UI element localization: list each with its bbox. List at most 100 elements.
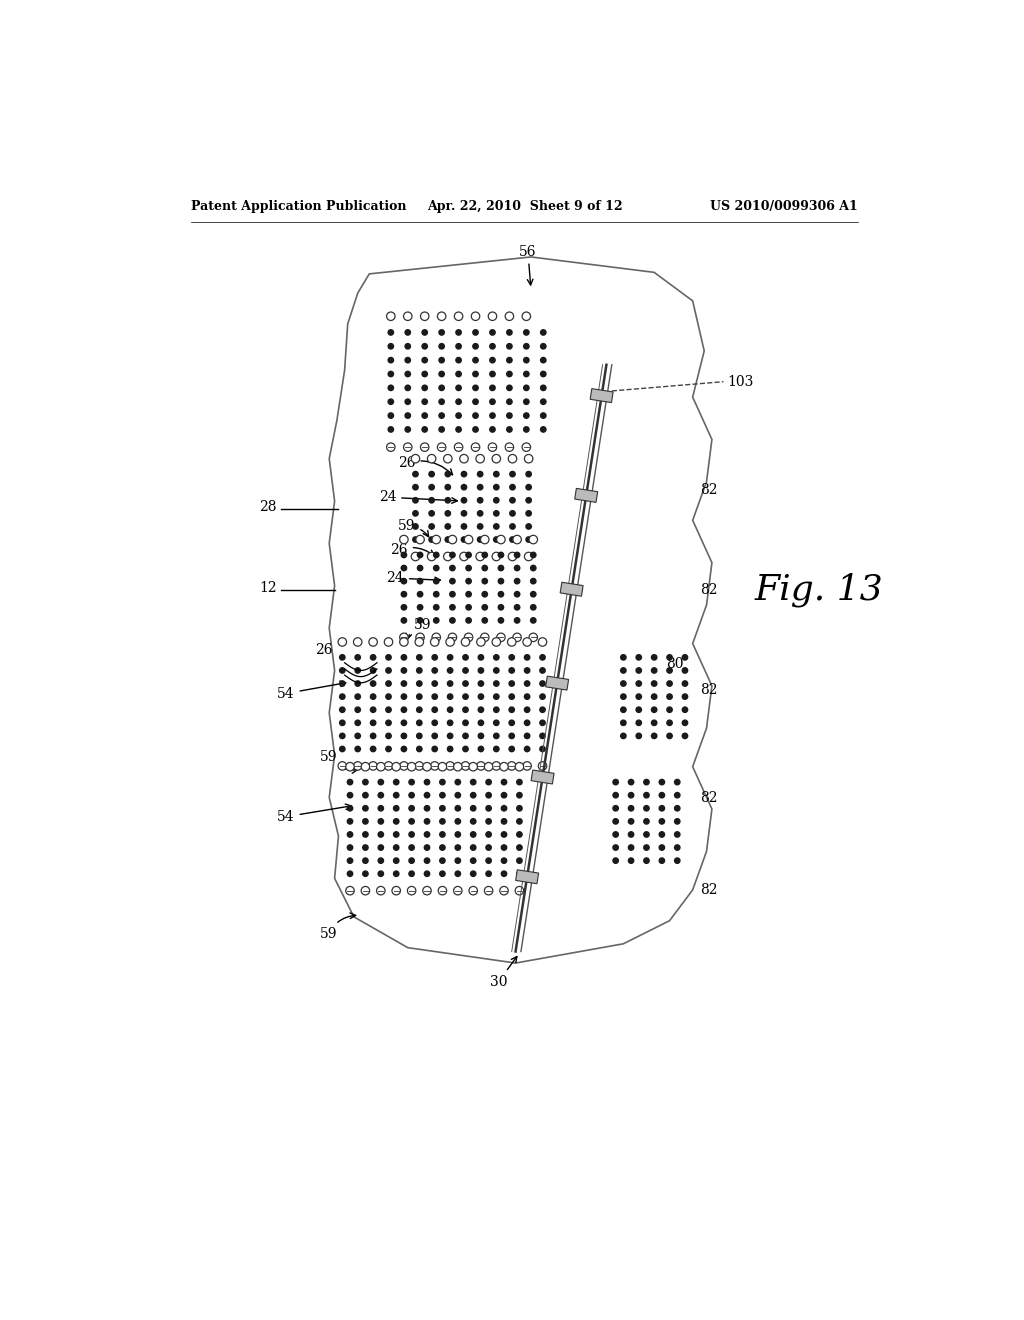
Circle shape (494, 668, 499, 673)
Circle shape (386, 746, 391, 751)
Circle shape (524, 454, 532, 463)
Circle shape (675, 792, 680, 797)
Circle shape (659, 805, 665, 810)
Circle shape (477, 511, 483, 516)
Circle shape (361, 763, 370, 771)
Circle shape (675, 832, 680, 837)
Circle shape (393, 818, 399, 824)
Circle shape (489, 358, 496, 363)
Circle shape (422, 399, 427, 404)
Circle shape (529, 634, 538, 642)
Circle shape (340, 655, 345, 660)
Circle shape (401, 681, 407, 686)
Circle shape (526, 484, 531, 490)
Circle shape (371, 746, 376, 751)
Circle shape (514, 578, 520, 583)
Circle shape (524, 655, 529, 660)
Circle shape (486, 832, 492, 837)
Circle shape (494, 484, 499, 490)
Circle shape (478, 708, 483, 713)
Circle shape (347, 779, 352, 785)
Circle shape (524, 721, 529, 726)
Circle shape (353, 638, 361, 647)
Circle shape (682, 668, 688, 673)
Text: US 2010/0099306 A1: US 2010/0099306 A1 (711, 199, 858, 213)
Circle shape (523, 371, 529, 376)
Circle shape (340, 694, 345, 700)
Circle shape (477, 471, 483, 477)
Circle shape (494, 708, 499, 713)
Circle shape (413, 537, 418, 543)
Circle shape (424, 871, 430, 876)
Circle shape (463, 708, 468, 713)
Circle shape (371, 655, 376, 660)
Circle shape (651, 733, 656, 739)
Circle shape (629, 858, 634, 863)
Circle shape (347, 871, 352, 876)
Circle shape (471, 444, 480, 451)
Circle shape (508, 638, 516, 647)
Circle shape (455, 312, 463, 321)
Circle shape (418, 605, 423, 610)
Circle shape (355, 721, 360, 726)
Circle shape (466, 605, 471, 610)
Circle shape (378, 779, 384, 785)
Circle shape (369, 638, 378, 647)
Circle shape (399, 762, 409, 770)
Circle shape (473, 371, 478, 376)
Circle shape (355, 733, 360, 739)
Circle shape (494, 681, 499, 686)
Circle shape (477, 498, 483, 503)
Circle shape (447, 668, 453, 673)
Circle shape (510, 484, 515, 490)
Circle shape (526, 471, 531, 477)
Circle shape (470, 858, 476, 863)
Circle shape (347, 858, 352, 863)
Circle shape (477, 762, 485, 770)
Circle shape (422, 413, 427, 418)
Circle shape (455, 792, 461, 797)
Circle shape (486, 805, 492, 810)
Circle shape (439, 779, 445, 785)
Circle shape (651, 655, 656, 660)
Circle shape (340, 746, 345, 751)
Circle shape (418, 565, 423, 570)
Circle shape (473, 330, 478, 335)
Circle shape (675, 805, 680, 810)
Circle shape (403, 444, 412, 451)
Circle shape (659, 845, 665, 850)
Circle shape (340, 708, 345, 713)
Circle shape (429, 498, 434, 503)
Circle shape (456, 413, 461, 418)
Circle shape (447, 708, 453, 713)
Circle shape (362, 832, 368, 837)
Circle shape (517, 858, 522, 863)
Circle shape (510, 471, 515, 477)
Circle shape (450, 565, 455, 570)
Circle shape (412, 552, 420, 561)
Circle shape (484, 763, 493, 771)
Circle shape (682, 681, 688, 686)
Circle shape (393, 858, 399, 863)
Text: 82: 82 (700, 582, 718, 597)
Circle shape (406, 385, 411, 391)
Circle shape (378, 858, 384, 863)
Text: 54: 54 (276, 681, 346, 701)
Circle shape (526, 511, 531, 516)
Circle shape (509, 681, 514, 686)
Circle shape (355, 668, 360, 673)
Circle shape (406, 343, 411, 348)
Circle shape (507, 358, 512, 363)
Circle shape (509, 708, 514, 713)
Bar (590, 388, 613, 403)
Circle shape (517, 779, 522, 785)
Circle shape (514, 605, 520, 610)
Circle shape (524, 552, 532, 561)
Circle shape (509, 746, 514, 751)
Circle shape (675, 858, 680, 863)
Circle shape (644, 858, 649, 863)
Circle shape (406, 358, 411, 363)
Circle shape (493, 762, 501, 770)
Circle shape (524, 733, 529, 739)
Circle shape (526, 524, 531, 529)
